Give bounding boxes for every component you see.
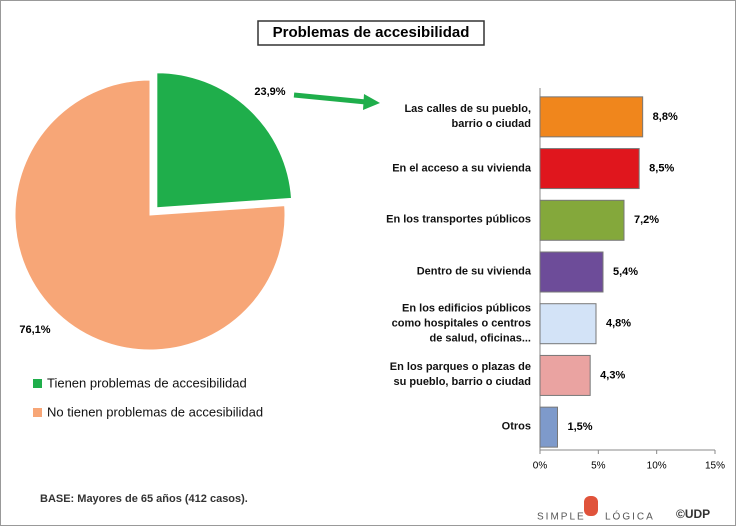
logo-left: SIMPLE [537, 512, 586, 523]
category-label: Dentro de su vivienda [416, 265, 531, 278]
value-label: 8,5% [649, 162, 674, 174]
value-label: 1,5% [568, 421, 593, 433]
category-label: En el acceso a su vivienda [392, 162, 531, 175]
pie-slice [156, 72, 293, 209]
arrow [293, 92, 380, 110]
category-label: En los parques o plazas de su pueblo, ba… [389, 361, 531, 389]
category-label: En los edificios públicos como hospitale… [391, 302, 531, 345]
x-tick-label: 5% [591, 461, 606, 472]
bar [539, 354, 591, 396]
slice-label: 76,1% [19, 324, 50, 336]
copyright: ©UDP [676, 507, 710, 521]
category-label: Las calles de su pueblo, barrio o ciudad [404, 102, 531, 130]
chart-title: Problemas de accesibilidad [273, 24, 470, 41]
value-label: 4,3% [600, 369, 625, 381]
category-label: Otros [501, 420, 531, 433]
value-label: 8,8% [653, 111, 678, 123]
x-tick-label: 10% [647, 461, 667, 472]
logo-right: LÓGICA [605, 510, 655, 523]
x-tick-label: 0% [533, 461, 548, 472]
title-box [257, 20, 485, 46]
bar [539, 406, 558, 448]
bar [539, 303, 597, 345]
bar [539, 251, 604, 293]
pie-slice [14, 79, 286, 351]
bar [539, 96, 644, 138]
bar [539, 199, 625, 241]
category-label: En los transportes públicos [386, 213, 531, 226]
legend-label: No tienen problemas de accesibilidad [47, 404, 263, 419]
value-label: 5,4% [613, 266, 638, 278]
slice-label: 23,9% [254, 86, 285, 98]
footer: BASE: Mayores de 65 años (412 casos). [40, 493, 248, 505]
x-tick-label: 15% [705, 461, 725, 472]
legend-swatch [33, 408, 42, 417]
legend-swatch [33, 379, 42, 388]
value-label: 4,8% [606, 318, 631, 330]
value-label: 7,2% [634, 214, 659, 226]
logo: SIMPLE LÓGICA ©UDP [537, 496, 710, 523]
bar [539, 148, 640, 190]
legend-label: Tienen problemas de accesibilidad [47, 375, 247, 390]
